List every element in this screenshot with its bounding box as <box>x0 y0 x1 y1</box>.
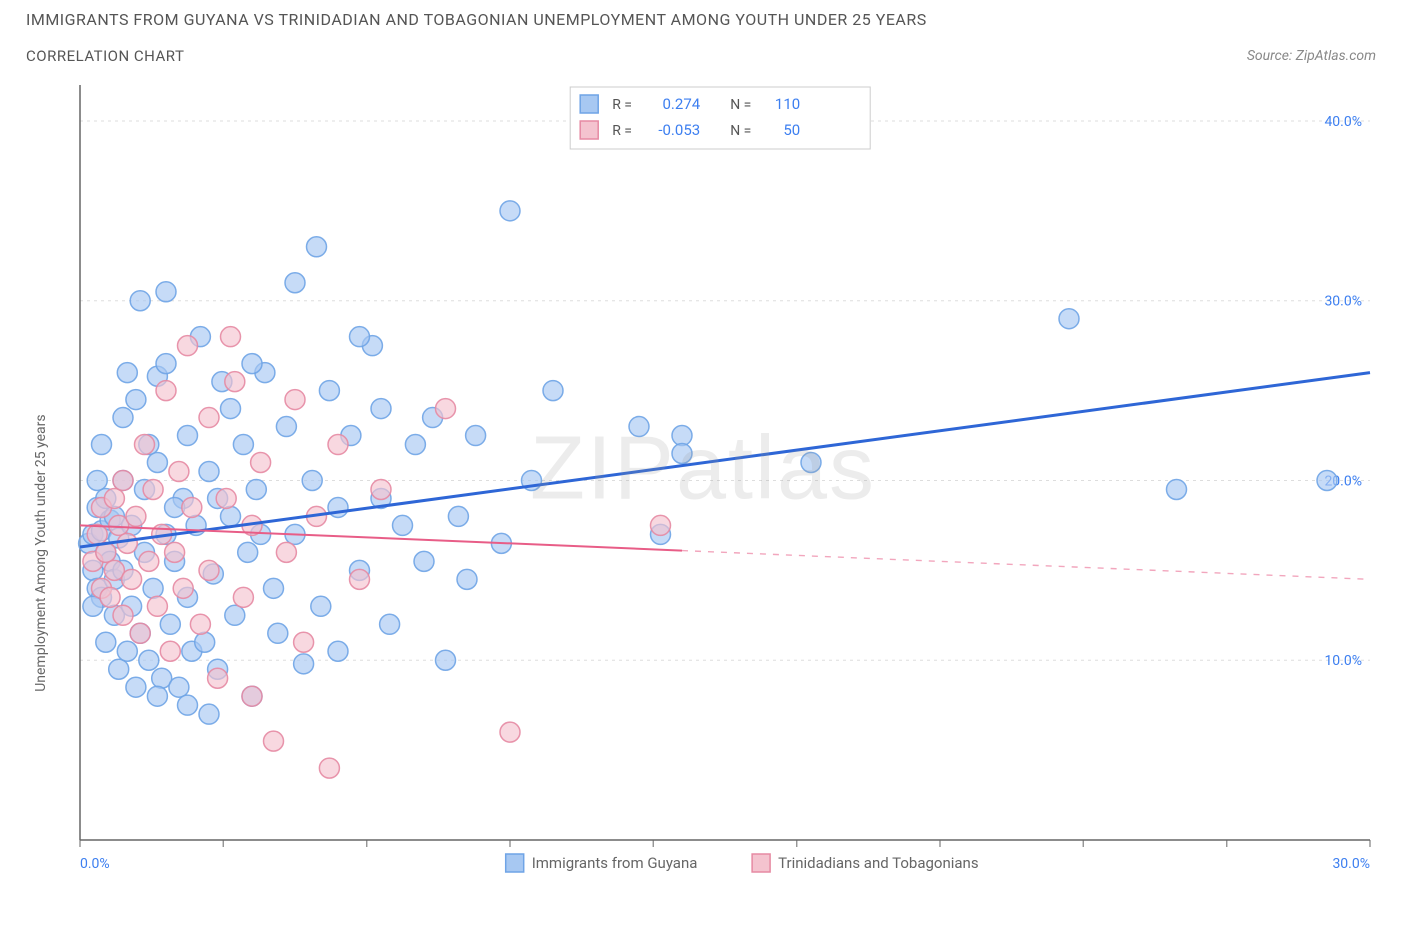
svg-text:-0.053: -0.053 <box>658 121 700 139</box>
svg-text:50: 50 <box>783 121 800 139</box>
svg-text:30.0%: 30.0% <box>1332 856 1370 872</box>
source-attribution: Source: ZipAtlas.com <box>1247 48 1376 64</box>
chart-subtitle: CORRELATION CHART <box>26 47 184 65</box>
chart-title: IMMIGRANTS FROM GUYANA VS TRINIDADIAN AN… <box>26 10 1386 29</box>
svg-text:Immigrants from Guyana: Immigrants from Guyana <box>532 854 698 872</box>
scatter-chart: 10.0%20.0%30.0%40.0%0.0%30.0%Unemploymen… <box>20 75 1386 895</box>
svg-text:Unemployment Among Youth under: Unemployment Among Youth under 25 years <box>33 414 49 691</box>
svg-text:110: 110 <box>775 95 800 113</box>
svg-text:0.274: 0.274 <box>663 95 701 113</box>
svg-text:N =: N = <box>730 123 751 139</box>
chart-container: IMMIGRANTS FROM GUYANA VS TRINIDADIAN AN… <box>0 0 1406 930</box>
svg-text:N =: N = <box>730 97 751 113</box>
svg-text:10.0%: 10.0% <box>1324 653 1362 669</box>
svg-text:40.0%: 40.0% <box>1324 114 1362 130</box>
svg-text:R =: R = <box>612 97 632 113</box>
chart-area: 10.0%20.0%30.0%40.0%0.0%30.0%Unemploymen… <box>20 75 1386 895</box>
svg-text:0.0%: 0.0% <box>80 856 110 872</box>
svg-text:R =: R = <box>612 123 632 139</box>
svg-text:Trinidadians and Tobagonians: Trinidadians and Tobagonians <box>778 854 978 872</box>
svg-text:30.0%: 30.0% <box>1324 294 1362 310</box>
subtitle-row: CORRELATION CHART Source: ZipAtlas.com <box>26 47 1376 65</box>
